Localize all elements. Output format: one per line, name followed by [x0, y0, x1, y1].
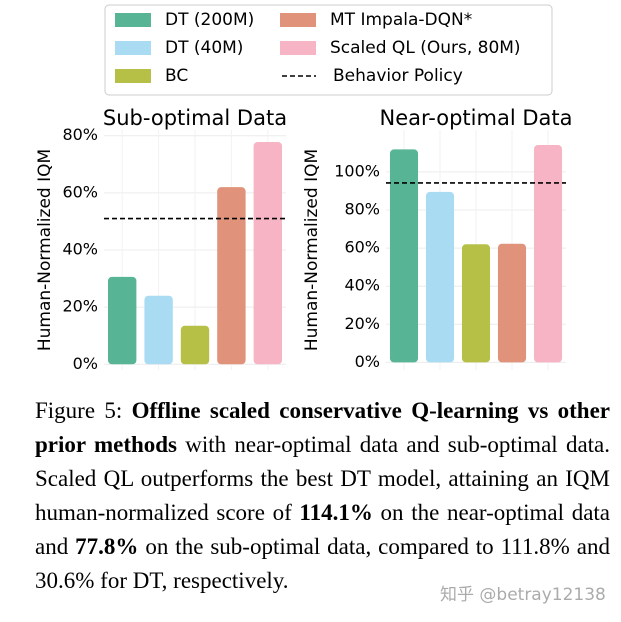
bar — [217, 187, 246, 365]
legend-label: MT Impala-DQN* — [330, 10, 472, 30]
y-axis-label: Human-Normalized IQM — [35, 149, 55, 351]
bar — [425, 191, 455, 363]
chart: DT (200M) DT (40M) BC MT Impala-DQN* Scaled … — [35, 4, 573, 373]
y-tick-label: 40% — [344, 276, 380, 295]
caption-bold: 114.1% — [299, 500, 373, 525]
legend-label: Scaled QL (Ours, 80M) — [330, 38, 521, 58]
legend-swatch — [280, 13, 316, 27]
bar — [180, 325, 210, 365]
bar — [108, 276, 137, 365]
caption: Figure 5: Offline scaled conservative Q-… — [35, 394, 610, 598]
caption-text: on the near-optimal data and — [35, 500, 611, 559]
y-tick-label: 80% — [344, 200, 380, 219]
legend-swatch — [115, 13, 151, 27]
legend-swatch — [280, 41, 316, 55]
chart-title: Near-optimal Data — [380, 106, 573, 130]
y-tick-label: 40% — [62, 240, 98, 259]
bar — [497, 243, 527, 363]
caption-text: on the sub-optimal data, compared to 111… — [35, 534, 610, 593]
y-tick-label: 100% — [334, 161, 380, 180]
watermark: 知乎 @betray12138 — [440, 585, 606, 605]
y-tick-label: 0% — [355, 352, 380, 371]
bar — [253, 142, 282, 365]
y-axis-label: Human-Normalized IQM — [302, 149, 322, 351]
legend-label: DT (40M) — [165, 38, 243, 58]
y-tick-label: 20% — [344, 314, 380, 333]
bar — [461, 244, 491, 363]
y-tick-label: 20% — [62, 297, 98, 316]
bar — [389, 149, 419, 363]
y-tick-label: 80% — [62, 125, 98, 144]
chart-title: Sub-optimal Data — [103, 106, 287, 130]
legend-label: BC — [165, 66, 188, 86]
caption-bold: 77.8% — [75, 534, 139, 559]
bar — [533, 145, 563, 363]
legend-swatch — [115, 69, 151, 83]
caption-text: with near-optimal data and sub-optimal d… — [35, 432, 610, 525]
bar — [144, 295, 173, 365]
legend-box — [104, 4, 553, 96]
y-tick-label: 60% — [62, 182, 98, 201]
y-tick-label: 0% — [73, 354, 98, 373]
caption-text: Figure 5: — [35, 398, 132, 423]
caption-bold: Offline scaled conservative Q-learning v… — [35, 398, 610, 457]
legend-label: DT (200M) — [165, 10, 254, 30]
legend-swatch — [115, 41, 151, 55]
y-tick-label: 60% — [344, 238, 380, 257]
legend-label: Behavior Policy — [333, 66, 463, 86]
